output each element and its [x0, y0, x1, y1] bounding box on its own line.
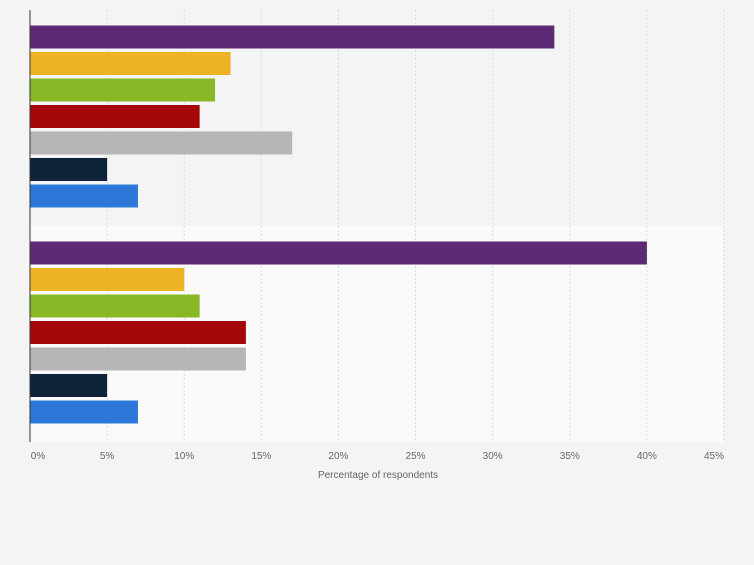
bar-g2-6[interactable]: [30, 374, 108, 397]
x-tick-label-9: 45%: [704, 451, 724, 462]
x-tick-label-0: 0%: [31, 451, 46, 462]
x-tick-label-3: 15%: [251, 451, 271, 462]
x-tick-label-7: 35%: [560, 451, 580, 462]
bar-g1-6[interactable]: [30, 158, 108, 181]
bar-g2-2[interactable]: [30, 268, 185, 291]
bar-g2-1[interactable]: [30, 241, 647, 265]
bars: [30, 25, 647, 424]
x-axis-label: Percentage of respondents: [318, 470, 438, 481]
bar-g2-7[interactable]: [30, 400, 138, 424]
x-tick-labels: 0% 5% 10% 15% 20% 25% 30% 35% 40% 45%: [31, 451, 724, 462]
bar-g1-4[interactable]: [30, 105, 200, 128]
x-tick-label-4: 20%: [328, 451, 348, 462]
bar-g2-3[interactable]: [30, 294, 200, 318]
x-tick-label-8: 40%: [637, 451, 657, 462]
bar-g2-4[interactable]: [30, 321, 246, 344]
gridlines: [106, 10, 725, 442]
x-tick-label-2: 10%: [174, 451, 194, 462]
x-tick-label-6: 30%: [483, 451, 503, 462]
x-tick-label-1: 5%: [100, 451, 115, 462]
bar-g1-3[interactable]: [30, 78, 216, 102]
x-tick-label-5: 25%: [406, 451, 426, 462]
bar-g1-1[interactable]: [30, 25, 555, 49]
bar-g1-7[interactable]: [30, 184, 138, 208]
bar-g2-5[interactable]: [30, 347, 246, 371]
bar-g1-2[interactable]: [30, 52, 231, 75]
bar-g1-5[interactable]: [30, 131, 293, 155]
